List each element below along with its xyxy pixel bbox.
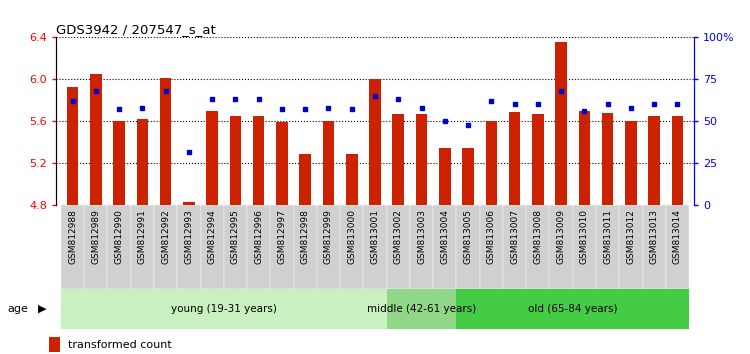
Bar	[276, 122, 288, 205]
Bar	[433, 205, 457, 289]
Bar	[509, 112, 520, 205]
Bar	[340, 205, 363, 289]
Bar	[369, 79, 381, 205]
Text: GSM812994: GSM812994	[208, 210, 217, 264]
Bar	[61, 289, 387, 329]
Text: GSM813012: GSM813012	[626, 210, 635, 264]
Text: middle (42-61 years): middle (42-61 years)	[367, 304, 476, 314]
Bar	[49, 337, 60, 352]
Bar	[602, 113, 613, 205]
Bar	[439, 148, 451, 205]
Text: age: age	[8, 304, 28, 314]
Text: GSM813008: GSM813008	[533, 210, 542, 264]
Text: GDS3942 / 207547_s_at: GDS3942 / 207547_s_at	[56, 23, 216, 36]
Bar	[649, 116, 660, 205]
Text: GSM812988: GSM812988	[68, 210, 77, 264]
Text: GSM812998: GSM812998	[301, 210, 310, 264]
Bar	[67, 87, 78, 205]
Bar	[130, 205, 154, 289]
Bar	[387, 205, 410, 289]
Bar	[200, 205, 223, 289]
Text: young (19-31 years): young (19-31 years)	[171, 304, 277, 314]
Text: GSM812996: GSM812996	[254, 210, 263, 264]
Text: GSM813003: GSM813003	[417, 210, 426, 264]
Text: old (65-84 years): old (65-84 years)	[528, 304, 617, 314]
Bar	[620, 205, 643, 289]
Text: GSM813010: GSM813010	[580, 210, 589, 264]
Bar	[113, 121, 125, 205]
Bar	[322, 121, 334, 205]
Bar	[61, 205, 84, 289]
Bar	[457, 289, 689, 329]
Bar	[90, 74, 101, 205]
Text: GSM812999: GSM812999	[324, 210, 333, 264]
Bar	[247, 205, 270, 289]
Text: GSM812997: GSM812997	[278, 210, 286, 264]
Bar	[526, 205, 550, 289]
Bar	[230, 116, 242, 205]
Bar	[183, 202, 195, 205]
Text: GSM813013: GSM813013	[650, 210, 658, 264]
Bar	[457, 205, 480, 289]
Bar	[253, 116, 265, 205]
Bar	[462, 148, 474, 205]
Text: GSM813001: GSM813001	[370, 210, 380, 264]
Text: GSM812995: GSM812995	[231, 210, 240, 264]
Bar	[136, 119, 148, 205]
Bar	[416, 114, 428, 205]
Text: GSM813011: GSM813011	[603, 210, 612, 264]
Text: GSM813014: GSM813014	[673, 210, 682, 264]
Text: GSM812991: GSM812991	[138, 210, 147, 264]
Bar	[346, 154, 358, 205]
Bar	[480, 205, 503, 289]
Bar	[177, 205, 200, 289]
Text: transformed count: transformed count	[68, 339, 171, 350]
Bar	[387, 289, 457, 329]
Text: GSM813002: GSM813002	[394, 210, 403, 264]
Bar	[107, 205, 130, 289]
Text: GSM812989: GSM812989	[92, 210, 100, 264]
Bar	[550, 205, 573, 289]
Text: GSM812990: GSM812990	[115, 210, 124, 264]
Bar	[392, 114, 404, 205]
Bar	[503, 205, 526, 289]
Bar	[299, 154, 311, 205]
Bar	[532, 114, 544, 205]
Bar	[270, 205, 293, 289]
Text: GSM812993: GSM812993	[184, 210, 194, 264]
Bar	[625, 121, 637, 205]
Bar	[160, 78, 172, 205]
Text: GSM813007: GSM813007	[510, 210, 519, 264]
Bar	[578, 111, 590, 205]
Bar	[672, 116, 683, 205]
Text: GSM813006: GSM813006	[487, 210, 496, 264]
Text: GSM813009: GSM813009	[556, 210, 566, 264]
Bar	[224, 205, 247, 289]
Text: GSM813004: GSM813004	[440, 210, 449, 264]
Bar	[596, 205, 619, 289]
Bar	[316, 205, 340, 289]
Bar	[485, 121, 497, 205]
Bar	[154, 205, 177, 289]
Bar	[293, 205, 316, 289]
Text: GSM813005: GSM813005	[464, 210, 472, 264]
Bar	[410, 205, 434, 289]
Bar	[363, 205, 387, 289]
Bar	[643, 205, 666, 289]
Text: ▶: ▶	[38, 304, 46, 314]
Text: GSM812992: GSM812992	[161, 210, 170, 264]
Bar	[573, 205, 596, 289]
Bar	[84, 205, 107, 289]
Bar	[666, 205, 689, 289]
Text: GSM813000: GSM813000	[347, 210, 356, 264]
Bar	[555, 42, 567, 205]
Bar	[206, 111, 218, 205]
